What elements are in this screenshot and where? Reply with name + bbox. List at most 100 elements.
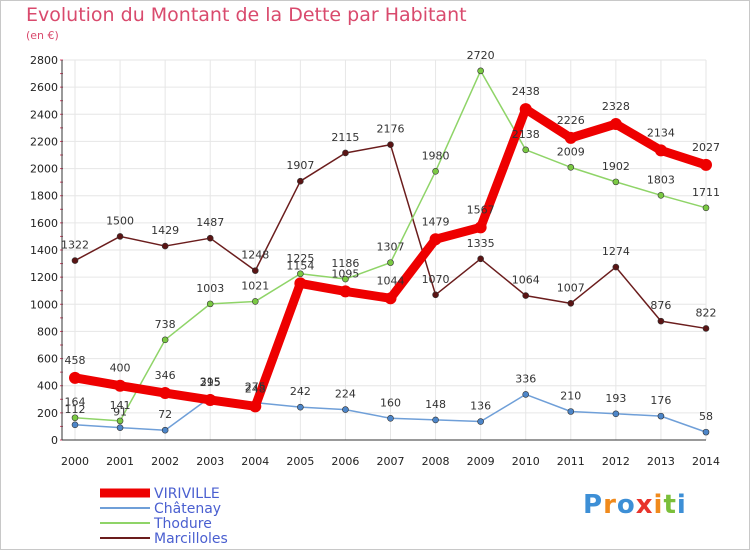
data-label-thodure: 2720 xyxy=(467,49,495,62)
point-marcilloles xyxy=(161,242,169,250)
point-marcilloles xyxy=(702,325,710,332)
data-label-viriville: 1479 xyxy=(422,215,450,228)
data-label-ch-tenay: 58 xyxy=(699,410,713,423)
data-label-marcilloles: 822 xyxy=(696,306,717,319)
data-label-marcilloles: 1907 xyxy=(286,159,314,172)
data-label-viriville: 1095 xyxy=(331,267,359,280)
y-tick-label: 2000 xyxy=(30,163,58,176)
data-label-marcilloles: 1487 xyxy=(196,216,224,229)
chart-title: Evolution du Montant de la Dette par Hab… xyxy=(26,4,467,26)
logo-letter: r xyxy=(603,490,617,520)
data-label-thodure: 1902 xyxy=(602,160,630,173)
y-tick-label: 2600 xyxy=(30,81,58,94)
data-label-thodure: 1980 xyxy=(422,149,450,162)
point-thodure xyxy=(297,270,304,278)
data-label-marcilloles: 2115 xyxy=(331,131,359,144)
point-viriville xyxy=(384,292,397,305)
logo-letter: P xyxy=(583,490,604,520)
x-tick-label: 2010 xyxy=(512,455,540,468)
y-tick-label: 2200 xyxy=(30,135,58,148)
y-tick-label: 2400 xyxy=(30,108,58,121)
logo-letter: x xyxy=(635,490,654,520)
logo-letter: i xyxy=(676,490,687,520)
x-tick-label: 2004 xyxy=(241,455,269,468)
point-ch-tenay xyxy=(567,408,575,415)
point-marcilloles xyxy=(342,149,349,157)
axes: 0 200 400 600 800 1000 1200 1400 1600 1800 2000 220… xyxy=(30,54,720,468)
point-thodure xyxy=(71,414,79,422)
data-label-ch-tenay: 336 xyxy=(515,372,536,385)
point-ch-tenay xyxy=(612,410,620,418)
data-label-marcilloles: 1064 xyxy=(512,274,540,287)
data-label-marcilloles: 1429 xyxy=(151,224,179,237)
x-tick-label: 2012 xyxy=(602,455,630,468)
y-tick-label: 1600 xyxy=(30,217,58,230)
point-marcilloles xyxy=(71,257,79,264)
legend-label-thodure: Thodure xyxy=(153,516,212,532)
data-label-thodure: 164 xyxy=(65,396,86,409)
logo-letter: i xyxy=(653,490,664,520)
data-label-viriville: 295 xyxy=(200,376,221,389)
data-label-viriville: 248 xyxy=(245,382,266,395)
point-ch-tenay xyxy=(342,406,349,413)
logo-letter: t xyxy=(663,490,677,520)
point-ch-tenay xyxy=(161,426,169,434)
data-label-marcilloles: 1274 xyxy=(602,245,630,258)
data-label-ch-tenay: 91 xyxy=(113,406,127,419)
data-label-viriville: 2438 xyxy=(512,85,540,98)
data-label-ch-tenay: 193 xyxy=(605,392,626,405)
x-tick-label: 2007 xyxy=(377,455,405,468)
y-tick-label: 800 xyxy=(37,325,58,338)
data-label-thodure: 1186 xyxy=(331,257,359,270)
y-tick-label: 1800 xyxy=(30,190,58,203)
point-viriville xyxy=(114,379,127,392)
data-label-thodure: 1225 xyxy=(286,252,314,265)
point-ch-tenay xyxy=(522,391,530,398)
point-viriville xyxy=(69,371,81,384)
data-label-ch-tenay: 148 xyxy=(425,398,446,411)
data-labels: 1322 1500 1429 1487 1248 1907 2115 2176 1070 1335… xyxy=(61,49,720,423)
series-layer xyxy=(69,67,712,436)
point-viriville xyxy=(474,221,487,234)
point-viriville xyxy=(609,118,622,131)
data-label-marcilloles: 876 xyxy=(650,299,671,312)
data-label-ch-tenay: 72 xyxy=(158,408,172,421)
point-marcilloles xyxy=(612,263,620,271)
point-thodure xyxy=(161,336,169,344)
point-ch-tenay xyxy=(702,428,710,436)
point-marcilloles xyxy=(432,291,439,299)
data-label-marcilloles: 1335 xyxy=(467,237,495,250)
data-label-viriville: 2027 xyxy=(692,141,720,154)
y-tick-label: 2800 xyxy=(30,54,58,67)
data-label-ch-tenay: 176 xyxy=(650,394,671,407)
data-label-thodure: 738 xyxy=(155,318,176,331)
proxiti-logo: Proxiti xyxy=(583,490,687,520)
data-label-thodure: 1307 xyxy=(377,241,405,254)
point-viriville xyxy=(249,400,262,413)
point-ch-tenay xyxy=(71,421,79,429)
y-tick-label: 200 xyxy=(37,407,58,420)
x-tick-label: 2003 xyxy=(196,455,224,468)
data-label-ch-tenay: 315 xyxy=(200,375,221,388)
y-tick-label: 400 xyxy=(37,380,58,393)
point-viriville xyxy=(429,233,442,246)
point-thodure xyxy=(477,67,484,75)
point-ch-tenay xyxy=(432,416,439,424)
data-label-viriville: 1567 xyxy=(467,203,495,216)
point-ch-tenay xyxy=(116,424,124,431)
data-label-marcilloles: 1007 xyxy=(557,281,585,294)
data-label-marcilloles: 1070 xyxy=(422,273,450,286)
point-marcilloles xyxy=(116,233,124,240)
data-label-thodure: 1021 xyxy=(241,279,269,292)
data-label-thodure: 1803 xyxy=(647,173,675,186)
point-thodure xyxy=(522,146,530,154)
chart-subtitle: (en €) xyxy=(26,29,59,42)
point-marcilloles xyxy=(522,292,530,299)
data-label-viriville: 1044 xyxy=(377,274,405,287)
point-marcilloles xyxy=(387,141,394,148)
data-label-viriville: 346 xyxy=(155,369,176,382)
point-thodure xyxy=(206,300,214,308)
legend-label-ch-tenay: Châtenay xyxy=(154,501,221,517)
data-label-thodure: 141 xyxy=(110,399,131,412)
